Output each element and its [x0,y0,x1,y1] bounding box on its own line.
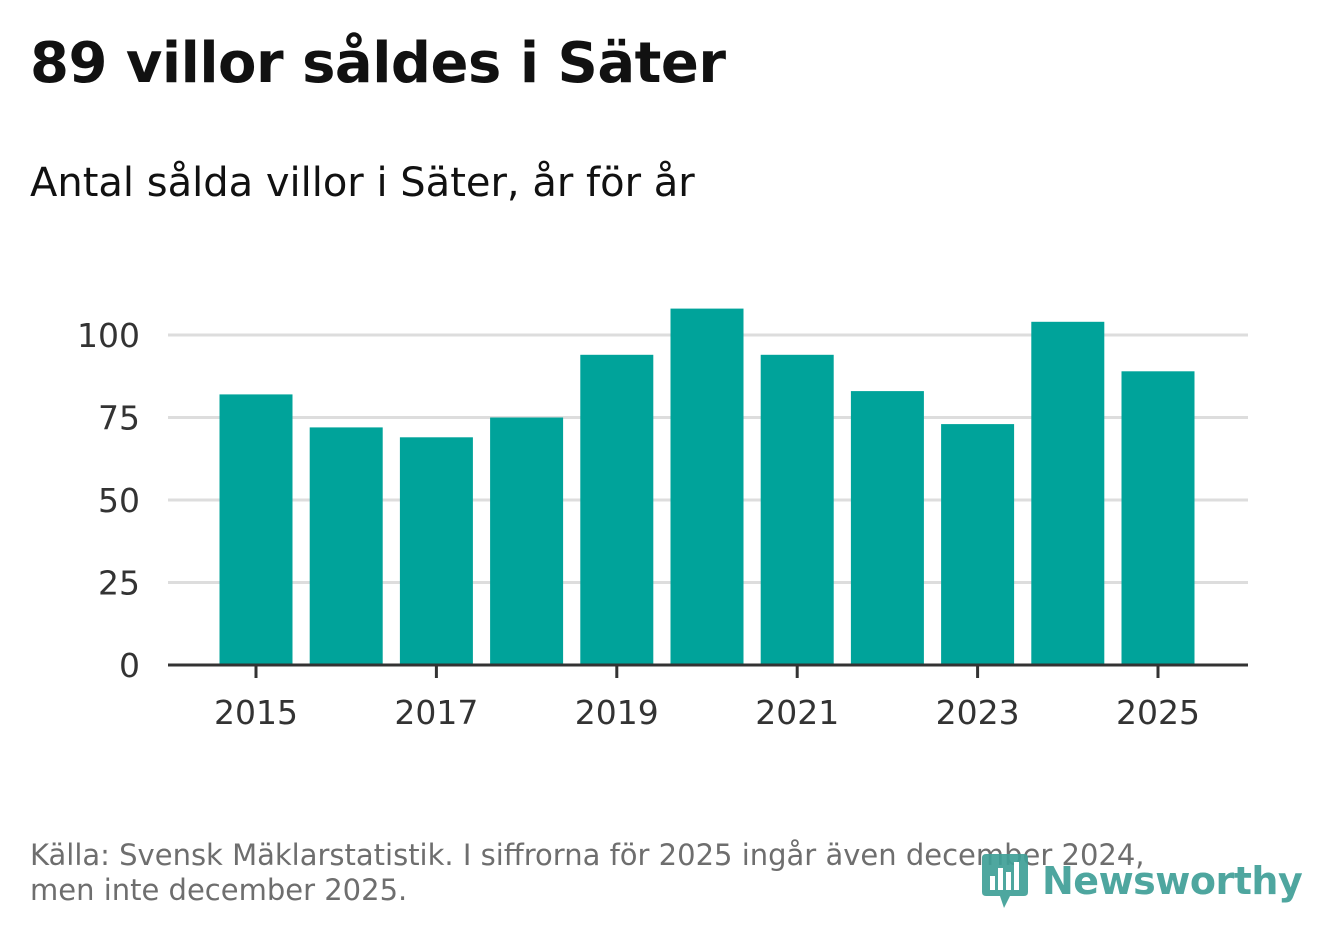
y-tick-label-75: 75 [98,399,140,438]
x-axis-labels: 2015 2017 2019 2021 2023 2025 [214,693,1200,732]
bar-2019 [580,354,654,665]
y-tick-label-0: 0 [119,646,140,685]
chart-subtitle: Antal sålda villor i Säter, år för år [30,160,695,206]
source-note: Källa: Svensk Mäklarstatistik. I siffror… [30,838,1230,909]
bar-2018 [490,417,564,665]
x-axis [168,663,1248,678]
y-tick-label-50: 50 [98,481,140,520]
x-tick-label-2017: 2017 [394,693,478,732]
bar-chart-speech-icon [982,854,1028,908]
bar-2021 [760,354,834,665]
bar-2023 [941,424,1015,665]
y-tick-label-25: 25 [98,564,140,603]
chart-title: 89 villor såldes i Säter [30,31,726,96]
bar-2024 [1031,321,1105,665]
bar-2015 [219,394,293,665]
bar-2017 [399,437,473,665]
bar-2022 [850,391,924,665]
x-tick-label-2025: 2025 [1116,693,1200,732]
newsworthy-logo: Newsworthy [980,852,1303,910]
x-tick-label-2015: 2015 [214,693,298,732]
x-tick-label-2019: 2019 [575,693,659,732]
y-axis-labels: 0 25 50 75 100 [77,316,140,685]
bar-2025 [1121,371,1195,665]
x-tick-label-2023: 2023 [936,693,1020,732]
bar-2016 [309,427,383,665]
y-tick-label-100: 100 [77,316,140,355]
bar-2020 [670,308,744,665]
source-line-1: Källa: Svensk Mäklarstatistik. I siffror… [30,838,1145,872]
source-line-2: men inte december 2025. [30,873,408,908]
bars [219,308,1195,665]
logo-text: Newsworthy [1042,859,1303,903]
x-tick-label-2021: 2021 [755,693,839,732]
